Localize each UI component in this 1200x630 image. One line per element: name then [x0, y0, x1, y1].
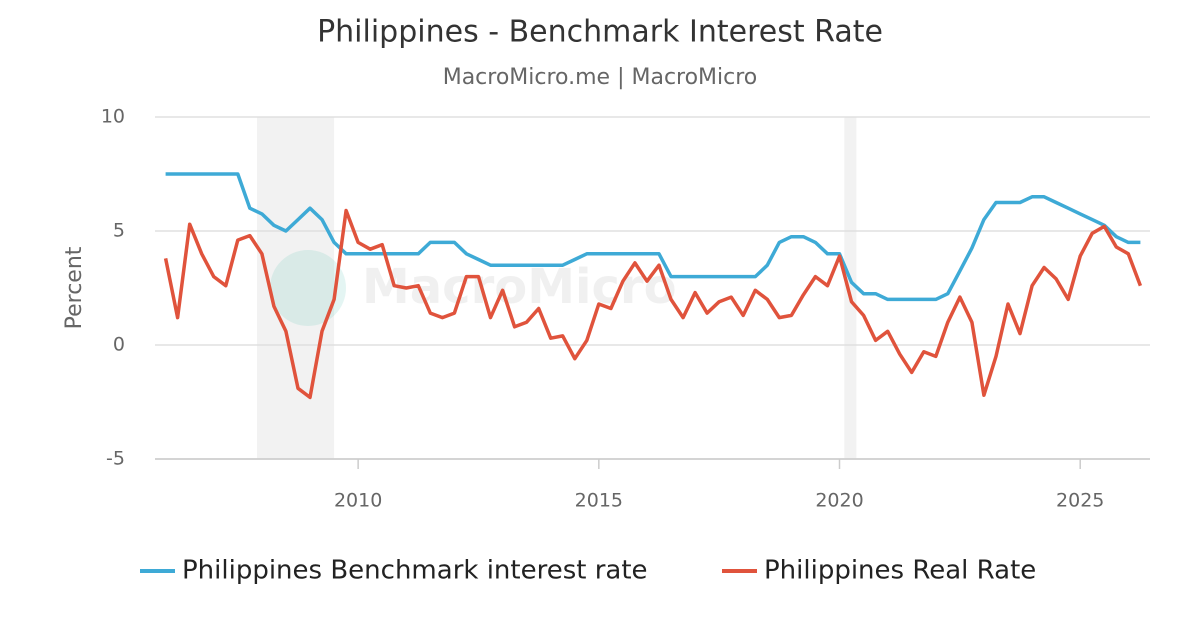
y-tick-label: -5 — [106, 448, 125, 470]
x-tick-label: 2020 — [815, 490, 863, 512]
recession-band — [844, 117, 857, 459]
series-line — [165, 172, 1141, 302]
y-tick-label: 0 — [113, 334, 125, 356]
watermark: MacroMicro — [270, 250, 677, 326]
series-line — [163, 208, 1143, 400]
watermark-logo — [270, 250, 346, 326]
x-tick-label: 2015 — [575, 490, 623, 512]
y-tick-label: 10 — [101, 106, 125, 128]
x-tick-label: 2010 — [334, 490, 382, 512]
legend-label: Philippines Benchmark interest rate — [182, 556, 648, 586]
y-tick-label: 5 — [113, 220, 125, 242]
legend-label: Philippines Real Rate — [764, 556, 1036, 586]
chart-subtitle: MacroMicro.me | MacroMicro — [443, 65, 758, 90]
x-tick-label: 2025 — [1056, 490, 1104, 512]
chart-title: Philippines - Benchmark Interest Rate — [317, 15, 883, 50]
y-axis-label: Percent — [62, 246, 87, 329]
